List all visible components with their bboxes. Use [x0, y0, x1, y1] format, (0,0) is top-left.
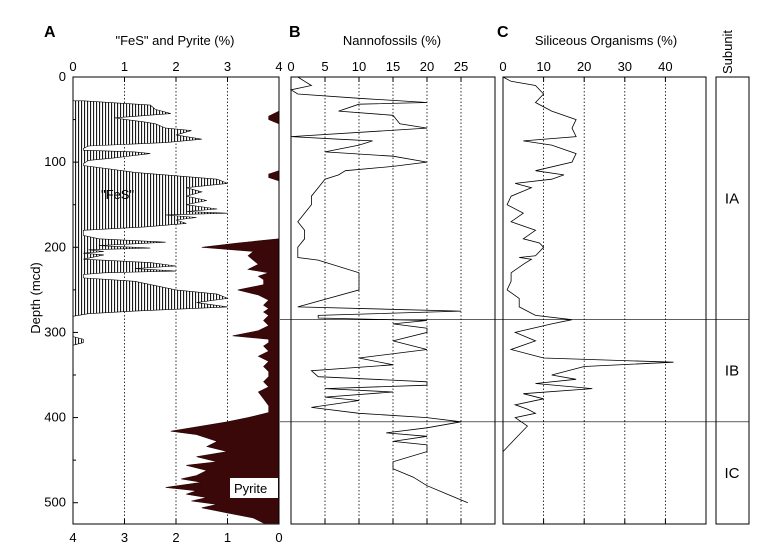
subunit-column: Subunit IA IB IC	[715, 30, 750, 525]
nannofossils-line-group	[289, 76, 468, 504]
pyrite-area	[165, 110, 280, 524]
fes-area	[72, 100, 229, 346]
panel-c-frame	[502, 76, 707, 525]
panel-a-bottom-tick-label: 0	[275, 530, 282, 545]
fes-area-group	[72, 100, 229, 346]
nannofossils-tick-label: 20	[420, 59, 434, 74]
nannofossils-tick-label: 25	[454, 59, 468, 74]
panel-a-bottom-tick-label: 1	[224, 530, 231, 545]
siliceous-tick-label: 30	[618, 59, 632, 74]
panel-letter-c: C	[497, 24, 509, 41]
unit-boundaries	[280, 319, 749, 423]
panel-a: A "FeS" and Pyrite (%) Depth (mcd) 0 1 2 3 4…	[28, 24, 283, 545]
panel-letter-b: B	[289, 24, 301, 41]
panel-b-gridlines	[324, 77, 462, 524]
siliceous-line-group	[502, 76, 674, 461]
panel-b-title: Nannofossils (%)	[343, 33, 441, 48]
panel-c-gridlines	[543, 77, 666, 524]
nannofossils-tick-label: 5	[321, 59, 328, 74]
panel-a-top-tick-label: 0	[69, 59, 76, 74]
panel-a-top-tick-label: 1	[121, 59, 128, 74]
pyrite-annotation-box	[230, 478, 278, 498]
depth-tick-label: 0	[59, 69, 66, 84]
subunit-label: IC	[725, 465, 740, 482]
panel-b-ticks: 0 5 10 15 20 25	[287, 59, 468, 524]
panel-a-bottom-tick-label: 2	[172, 530, 179, 545]
panel-c-ticks: 0 10 20 30 40	[499, 59, 673, 524]
siliceous-tick-label: 20	[577, 59, 591, 74]
depth-tick-label: 100	[44, 154, 66, 169]
siliceous-tick-label: 0	[499, 59, 506, 74]
panel-a-top-tick-label: 2	[172, 59, 179, 74]
panel-a-top-tick-label: 4	[275, 59, 282, 74]
subunit-frame	[715, 76, 750, 525]
panel-c: C Siliceous Organisms (%) 0 10 20 30 40	[497, 24, 707, 525]
panel-b: B Nannofossils (%) 0 5 10 15 20 25	[287, 24, 496, 525]
depth-axis-label: Depth (mcd)	[28, 262, 43, 334]
pyrite-annotation: Pyrite	[234, 481, 267, 496]
panel-a-bottom-tick-label: 3	[121, 530, 128, 545]
nannofossils-line	[289, 76, 468, 504]
depth-tick-label: 300	[44, 324, 66, 339]
nannofossils-tick-label: 15	[386, 59, 400, 74]
siliceous-line	[502, 76, 674, 461]
siliceous-tick-label: 40	[658, 59, 672, 74]
subunit-labels: IA IB IC	[725, 190, 740, 482]
panel-a-title: "FeS" and Pyrite (%)	[115, 33, 234, 48]
subunit-header: Subunit	[720, 30, 735, 74]
depth-tick-label: 200	[44, 239, 66, 254]
depth-tick-label: 500	[44, 495, 66, 510]
panel-letter-a: A	[44, 24, 56, 41]
pyrite-area-group	[165, 110, 280, 524]
panel-a-bottom-tick-label: 4	[69, 530, 76, 545]
nannofossils-tick-label: 10	[352, 59, 366, 74]
panel-c-title: Siliceous Organisms (%)	[535, 33, 677, 48]
fes-annotation: "FeS"	[101, 187, 134, 202]
nannofossils-tick-label: 0	[287, 59, 294, 74]
siliceous-tick-label: 10	[536, 59, 550, 74]
depth-tick-label: 400	[44, 410, 66, 425]
subunit-label: IA	[725, 190, 739, 207]
panel-a-top-tick-label: 3	[224, 59, 231, 74]
subunit-label: IB	[725, 363, 739, 380]
